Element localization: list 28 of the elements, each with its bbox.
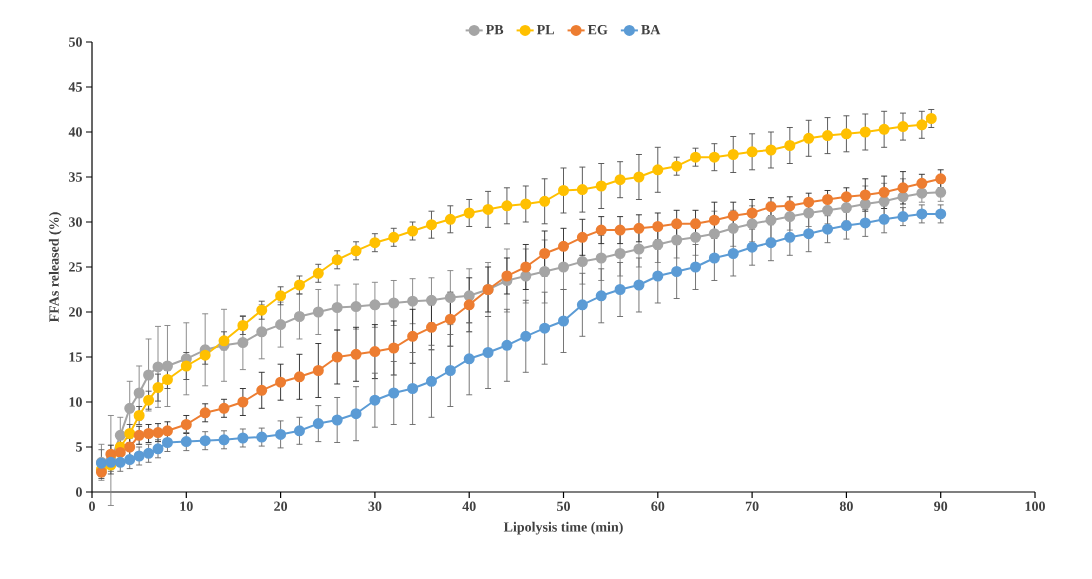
- y-tick-label: 45: [68, 82, 82, 92]
- x-axis-title: Lipolysis time (min): [503, 521, 623, 535]
- y-tick-label: 40: [68, 127, 82, 137]
- x-tick-label: 90: [934, 501, 948, 511]
- x-tick-label: 30: [368, 501, 382, 511]
- y-tick-label: 0: [76, 487, 82, 497]
- y-tick-label: 50: [69, 37, 82, 47]
- x-tick-label: 0: [89, 501, 95, 511]
- legend-label: PL: [536, 25, 554, 35]
- x-tick-label: 10: [180, 501, 193, 511]
- legend-label: PB: [485, 25, 504, 35]
- x-tick-label: 20: [274, 501, 288, 511]
- x-tick-label: 60: [651, 501, 665, 511]
- y-tick-label: 5: [76, 442, 82, 452]
- legend-label: BA: [641, 25, 661, 35]
- x-tick-label: 80: [839, 501, 853, 511]
- y-tick-label: 10: [69, 397, 82, 407]
- x-tick-label: 50: [557, 501, 570, 511]
- x-tick-label: 40: [462, 501, 476, 511]
- x-tick-label: 70: [745, 501, 759, 511]
- y-axis-title: FFAs released (%): [48, 212, 62, 323]
- y-tick-label: 30: [69, 217, 82, 227]
- y-tick-label: 35: [69, 172, 82, 182]
- legend-label: EG: [587, 25, 608, 35]
- x-tick-label: 100: [1025, 501, 1045, 511]
- y-tick-label: 20: [69, 307, 82, 317]
- y-tick-label: 25: [69, 262, 82, 272]
- y-tick-label: 15: [69, 352, 82, 362]
